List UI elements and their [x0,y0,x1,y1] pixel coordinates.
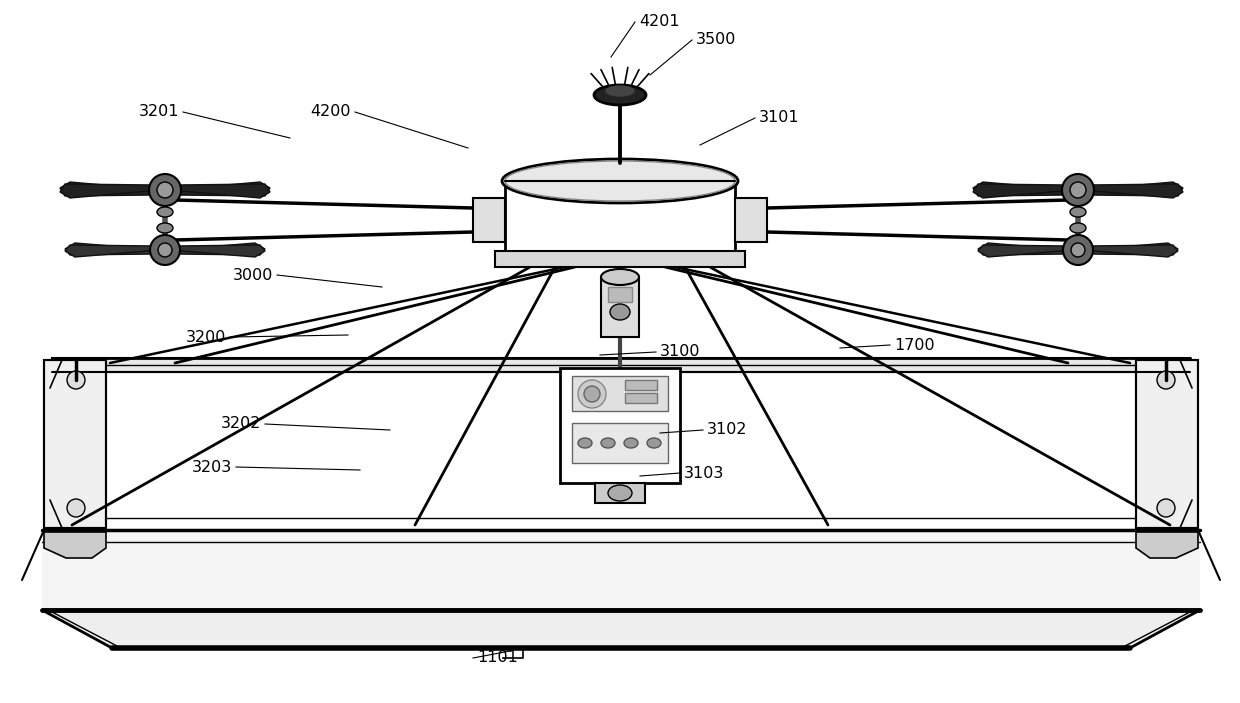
Bar [43,360,105,528]
Ellipse shape [606,86,634,96]
Text: 3100: 3100 [660,344,701,359]
Polygon shape [170,182,270,196]
Polygon shape [170,245,265,257]
Polygon shape [978,245,1073,257]
Bar [472,198,505,242]
Ellipse shape [502,159,738,203]
Polygon shape [43,532,105,558]
Text: 4200: 4200 [310,105,351,120]
Polygon shape [170,243,265,255]
Bar [608,287,632,302]
Polygon shape [1083,243,1178,255]
Bar [505,181,735,259]
Text: 3202: 3202 [221,416,260,432]
Ellipse shape [610,304,630,320]
Ellipse shape [1063,235,1092,265]
Bar [572,376,668,411]
Polygon shape [973,182,1073,196]
Polygon shape [978,243,1073,255]
Text: 3102: 3102 [707,423,748,437]
Polygon shape [170,184,270,198]
Ellipse shape [1061,174,1094,206]
Bar [52,358,1190,372]
Ellipse shape [594,85,646,105]
Ellipse shape [150,235,180,265]
Text: 3103: 3103 [684,465,724,480]
Ellipse shape [578,380,606,408]
Polygon shape [1083,184,1183,198]
Ellipse shape [1071,243,1085,257]
Text: 3203: 3203 [192,460,232,475]
Ellipse shape [157,223,174,233]
Ellipse shape [608,485,632,501]
Ellipse shape [601,438,615,448]
Ellipse shape [578,438,591,448]
Bar [560,368,680,483]
Ellipse shape [1157,371,1176,389]
Polygon shape [1083,245,1178,257]
Bar [52,358,1190,530]
Ellipse shape [584,386,600,402]
Bar [735,198,768,242]
Bar [495,251,745,267]
Text: 3101: 3101 [759,110,800,126]
Bar [601,277,639,337]
Bar [572,423,668,463]
Bar [1136,360,1198,528]
Polygon shape [64,245,160,257]
Ellipse shape [505,161,735,201]
Ellipse shape [1070,207,1086,217]
Bar [625,380,657,390]
Bar [595,483,645,503]
Bar [625,393,657,403]
Ellipse shape [624,438,639,448]
Ellipse shape [601,269,639,285]
Polygon shape [973,184,1073,198]
Polygon shape [64,243,160,255]
Ellipse shape [157,182,174,198]
Ellipse shape [149,174,181,206]
Ellipse shape [1070,182,1086,198]
Polygon shape [60,184,160,198]
Text: 1700: 1700 [894,337,935,352]
Text: 3500: 3500 [696,32,737,48]
Bar [42,530,1200,610]
Polygon shape [1136,532,1198,558]
Text: 3201: 3201 [139,105,179,120]
Ellipse shape [1070,223,1086,233]
Text: 3000: 3000 [233,268,273,283]
Polygon shape [1083,182,1183,196]
Polygon shape [42,610,1200,648]
Ellipse shape [157,243,172,257]
Text: 4201: 4201 [639,15,680,30]
Ellipse shape [157,207,174,217]
Ellipse shape [1157,499,1176,517]
Polygon shape [60,182,160,196]
Bar [43,360,105,528]
Text: 3200: 3200 [186,330,226,344]
Ellipse shape [67,499,86,517]
Ellipse shape [647,438,661,448]
Text: 1101: 1101 [477,650,518,666]
Ellipse shape [67,371,86,389]
Bar [1136,360,1198,528]
